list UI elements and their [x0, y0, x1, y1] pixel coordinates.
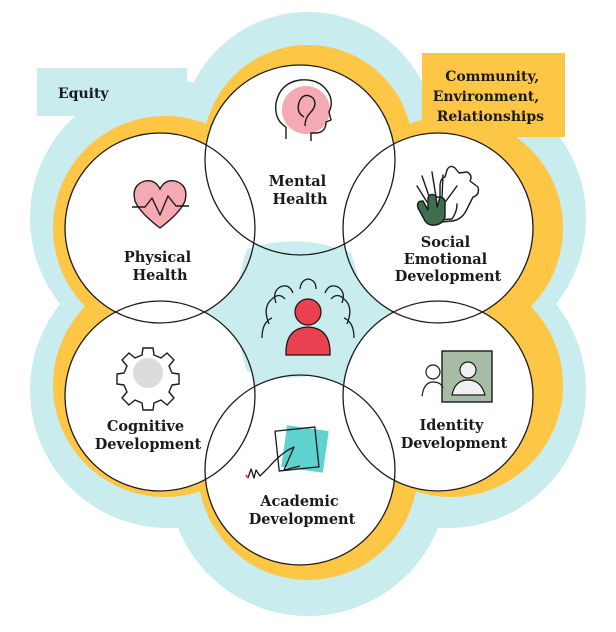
- community-label-line3: Relationships: [437, 109, 544, 125]
- identity-label-1: Identity: [419, 417, 484, 434]
- signature-icon: [245, 425, 329, 479]
- mental-health-label-1: Mental: [269, 173, 327, 190]
- group-icon: [261, 278, 355, 356]
- heart-icon: [132, 179, 189, 229]
- social-label-1: Social: [421, 234, 471, 251]
- svg-text:Community, Environment,: Community, Environment, Relationships: [433, 69, 544, 125]
- community-tag: [422, 53, 565, 137]
- head-icon: [275, 79, 332, 141]
- academic-label-1: Academic: [259, 493, 339, 510]
- svg-text:Academic Development: Academic Development: [249, 493, 356, 528]
- social-label-3: Development: [395, 268, 502, 285]
- social-label-2: Emotional: [404, 251, 488, 268]
- equity-tag: [37, 68, 187, 116]
- cognitive-label-1: Cognitive: [107, 418, 184, 435]
- portrait-icon: [421, 350, 493, 403]
- identity-label-2: Development: [401, 435, 508, 452]
- svg-text:Cognitive Development: Cognitive Development: [95, 418, 202, 453]
- hands-icon: [416, 165, 480, 226]
- community-label-line1: Community,: [445, 69, 539, 85]
- physical-health-label-1: Physical: [124, 249, 192, 266]
- academic-label-2: Development: [249, 511, 356, 528]
- equity-label: Equity: [58, 86, 109, 102]
- svg-text:Social Emotional Devel: Social Emotional Development: [395, 234, 502, 285]
- svg-text:Mental Health: Mental Health: [269, 173, 331, 208]
- physical-health-label-2: Health: [132, 267, 188, 284]
- svg-text:Identity Development: Identity Development: [401, 417, 508, 452]
- svg-text:Physical Health: Physical Health: [124, 249, 196, 284]
- mental-health-label-2: Health: [272, 191, 328, 208]
- circle-outlines: [64, 64, 534, 566]
- gear-icon: [116, 347, 180, 411]
- community-label-line2: Environment,: [433, 89, 539, 105]
- cognitive-label-2: Development: [95, 436, 202, 453]
